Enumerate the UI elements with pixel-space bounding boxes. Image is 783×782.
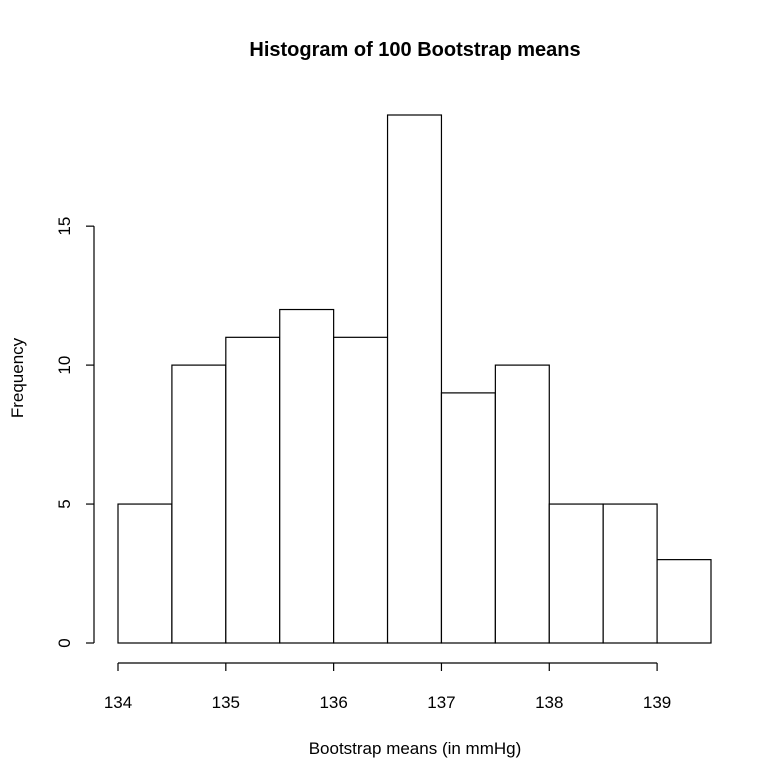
- x-tick-label: 137: [427, 693, 455, 712]
- bars-layer: [117, 114, 712, 644]
- histogram-bar-0: [117, 503, 173, 644]
- histogram-bar-1: [171, 364, 227, 644]
- x-axis-label: Bootstrap means (in mmHg): [309, 739, 522, 758]
- histogram-bar-10: [656, 559, 712, 644]
- histogram-bar-7: [494, 364, 550, 644]
- y-axis: 0 5 10 15: [55, 217, 95, 648]
- histogram-bar-6: [440, 392, 496, 644]
- y-tick-label: 0: [55, 638, 74, 647]
- x-axis: 134 135 136 137 138 139: [104, 662, 671, 712]
- y-tick-label: 15: [55, 217, 74, 236]
- x-tick-label: 138: [535, 693, 563, 712]
- x-tick-label: 134: [104, 693, 132, 712]
- x-tick-label: 135: [212, 693, 240, 712]
- y-tick-label: 10: [55, 356, 74, 375]
- x-tick-label: 139: [643, 693, 671, 712]
- histogram-bar-8: [548, 503, 604, 644]
- y-axis-label: Frequency: [8, 337, 27, 418]
- histogram-bar-5: [386, 114, 443, 644]
- chart-title: Histogram of 100 Bootstrap means: [249, 39, 580, 61]
- histogram-bar-3: [279, 308, 335, 644]
- x-tick-label: 136: [319, 693, 347, 712]
- histogram-bar-9: [602, 503, 658, 644]
- histogram-bar-4: [333, 336, 389, 644]
- histogram-bar-2: [225, 336, 281, 644]
- y-tick-label: 5: [55, 499, 74, 508]
